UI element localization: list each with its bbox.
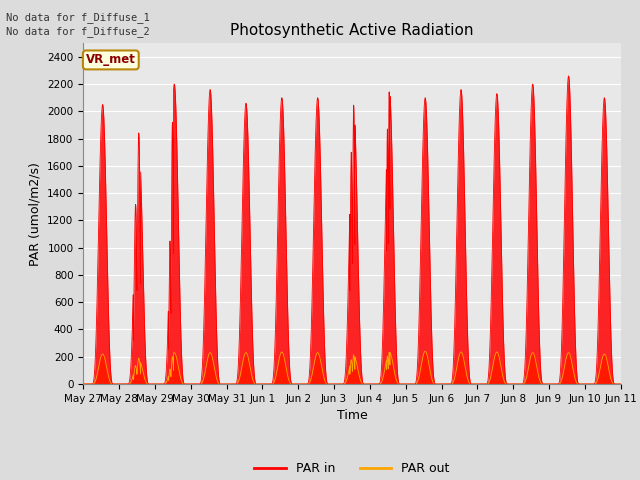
X-axis label: Time: Time — [337, 409, 367, 422]
Title: Photosynthetic Active Radiation: Photosynthetic Active Radiation — [230, 23, 474, 38]
Legend: PAR in, PAR out: PAR in, PAR out — [250, 457, 454, 480]
Text: No data for f_Diffuse_1: No data for f_Diffuse_1 — [6, 12, 150, 23]
Y-axis label: PAR (umol/m2/s): PAR (umol/m2/s) — [29, 162, 42, 265]
Text: No data for f_Diffuse_2: No data for f_Diffuse_2 — [6, 26, 150, 37]
Text: VR_met: VR_met — [86, 53, 136, 66]
